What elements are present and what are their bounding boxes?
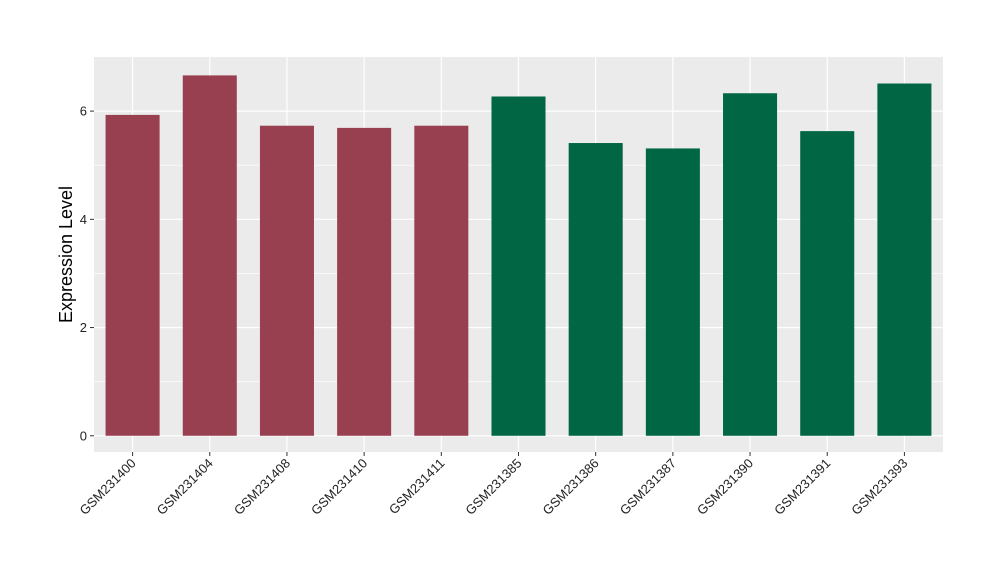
x-tick-label: GSM231387 <box>617 456 679 518</box>
x-tick-label: GSM231385 <box>462 456 524 518</box>
bar-GSM231391 <box>800 131 855 436</box>
y-axis-title: Expression Level <box>56 186 76 323</box>
bars <box>105 75 932 436</box>
y-tick-label: 6 <box>80 104 87 119</box>
bar-GSM231400 <box>105 114 160 436</box>
y-tick-label: 0 <box>80 428 87 443</box>
bar-GSM231410 <box>337 127 392 436</box>
y-axis: 0 2 4 6 <box>80 104 94 443</box>
y-tick-label: 4 <box>80 212 87 227</box>
x-tick-label: GSM231411 <box>386 456 448 518</box>
x-tick-label: GSM231393 <box>848 456 910 518</box>
bar-GSM231411 <box>414 125 469 436</box>
x-tick-label: GSM231400 <box>76 456 138 518</box>
bar-GSM231385 <box>491 96 546 436</box>
x-tick-label: GSM231404 <box>154 456 216 518</box>
bar-GSM231386 <box>568 143 623 436</box>
x-tick-label: GSM231386 <box>540 456 602 518</box>
x-tick-label: GSM231390 <box>694 456 756 518</box>
y-tick-label: 2 <box>80 320 87 335</box>
x-tick-label: GSM231408 <box>231 456 293 518</box>
bar-GSM231390 <box>723 93 778 436</box>
bar-GSM231404 <box>182 75 237 436</box>
x-tick-label: GSM231410 <box>308 456 370 518</box>
bar-GSM231408 <box>259 125 314 436</box>
bar-GSM231387 <box>645 148 700 436</box>
x-axis: GSM231400 GSM231404 GSM231408 GSM231410 GSM2… <box>76 452 911 518</box>
bar-GSM231393 <box>877 83 932 436</box>
x-tick-label: GSM231391 <box>771 456 833 518</box>
